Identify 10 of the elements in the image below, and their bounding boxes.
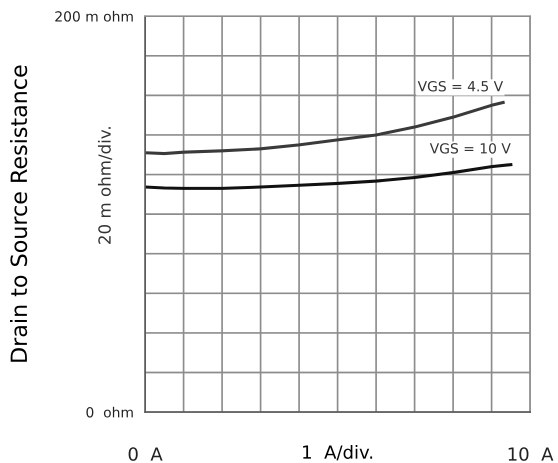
x-tick-label: 0 A: [128, 447, 163, 461]
series-label: VGS = 4.5 V: [418, 80, 504, 92]
y-axis-title: Drain to Source Resistance: [10, 65, 28, 362]
line-series: [145, 163, 512, 190]
y-tick-label: 0 ohm: [86, 406, 133, 418]
series-label: VGS = 10 V: [430, 143, 511, 154]
y-tick-label: 200 m ohm: [55, 10, 133, 22]
x-tick-label: 10 A: [508, 447, 554, 461]
x-axis-title: 1 A/div.: [303, 444, 372, 460]
text: 20 m ohm/div.: [98, 127, 112, 244]
